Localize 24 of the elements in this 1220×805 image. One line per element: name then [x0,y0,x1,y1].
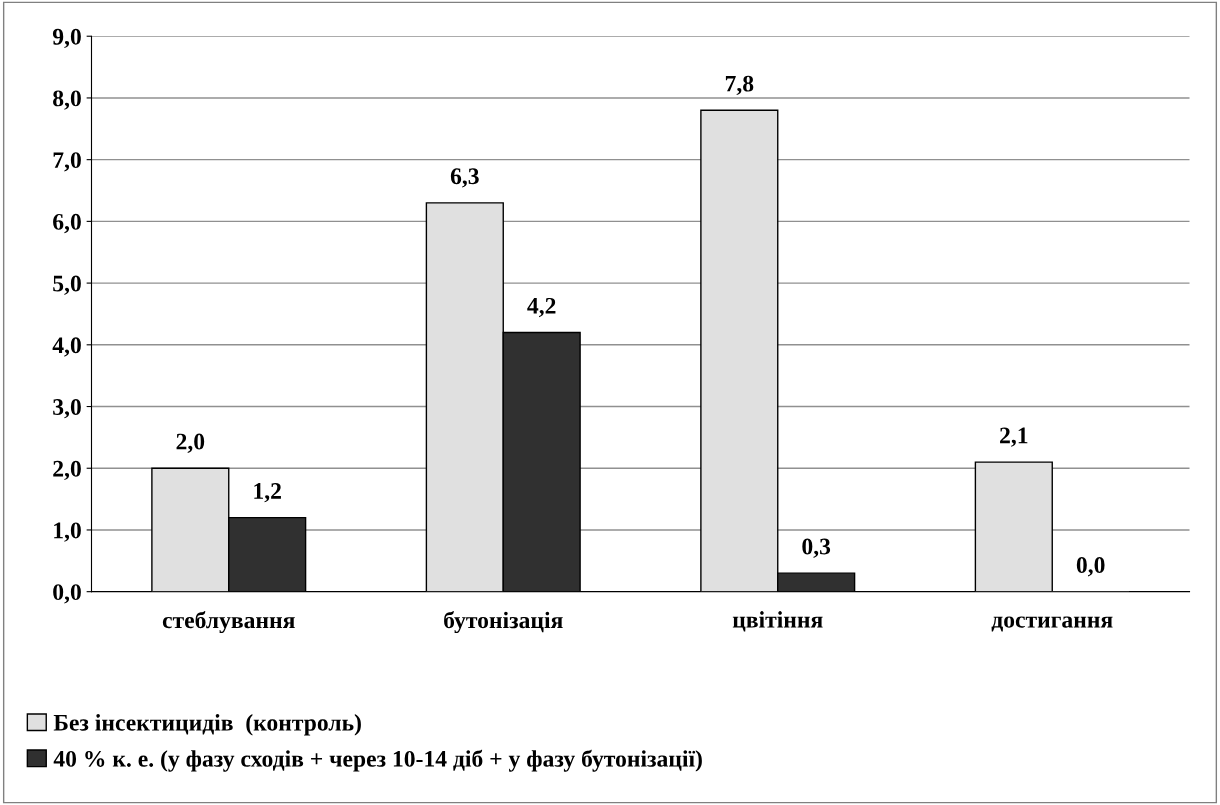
y-tick-label: 9,0 [52,28,81,49]
x-tick-label: цвітіння [732,611,823,632]
data-label: 4,2 [527,297,556,318]
data-label: 1,2 [254,483,281,503]
y-tick-label: 5,0 [53,275,81,295]
y-tick-label: 8,0 [53,90,81,110]
y-tick-label: 1,0 [54,522,81,542]
legend-label: 40 % к. е. (у фазу сходів + через 10-14 діб + у фазу бутонізації) [53,749,702,772]
data-label: 2,0 [176,433,205,453]
y-tick-label: 4,0 [52,337,81,357]
y-tick-label: 2,0 [53,460,81,481]
data-label: 7,8 [725,75,754,96]
legend-label: Без інсектицидів (контроль) [53,714,361,736]
y-tick-label: 0,0 [53,584,81,604]
x-tick-label: достигання [991,616,1113,632]
data-label: 6,3 [450,168,479,188]
data-label: 0,0 [1076,557,1105,577]
y-tick-label: 3,0 [53,399,81,419]
data-label: 2,1 [1000,427,1028,447]
x-tick-label: стеблування [162,611,295,634]
y-tick-label: 7,0 [53,152,81,172]
data-label: 0,3 [802,538,831,558]
y-tick-label: 6,0 [53,213,81,234]
x-tick-label: бутонізація [444,611,563,634]
